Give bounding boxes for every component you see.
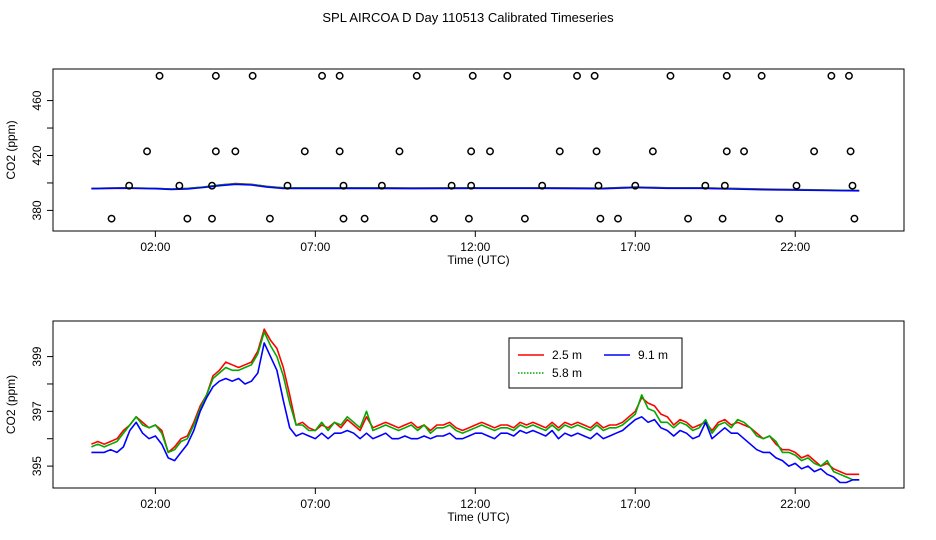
data-point bbox=[283, 181, 292, 190]
data-point bbox=[335, 147, 344, 156]
data-point bbox=[846, 147, 855, 156]
bottom-panel: 02:00 07:00 12:00 17:00 22:00 395 397 399 Time (… bbox=[4, 320, 905, 524]
data-point bbox=[684, 214, 693, 223]
legend-label: 9.1 m bbox=[638, 348, 668, 362]
data-point bbox=[339, 181, 348, 190]
data-point bbox=[538, 181, 547, 190]
x-tick-label: 22:00 bbox=[780, 240, 810, 254]
data-point bbox=[377, 181, 386, 190]
data-point bbox=[520, 214, 529, 223]
data-point bbox=[740, 147, 748, 156]
data-point bbox=[107, 214, 116, 223]
x-tick-label: 07:00 bbox=[300, 240, 330, 254]
data-point bbox=[467, 181, 476, 190]
data-point bbox=[175, 181, 184, 190]
y-tick-label: 397 bbox=[30, 401, 44, 421]
x-axis-label: Time (UTC) bbox=[447, 510, 509, 524]
data-point bbox=[412, 71, 421, 80]
series-line-9-1-m bbox=[91, 342, 860, 484]
data-point bbox=[125, 181, 134, 190]
x-axis-label: Time (UTC) bbox=[447, 253, 509, 267]
data-point bbox=[792, 181, 801, 190]
plot-area bbox=[91, 328, 860, 484]
y-tick-label: 395 bbox=[30, 456, 44, 476]
legend-box bbox=[508, 337, 683, 389]
data-point bbox=[594, 181, 603, 190]
plot-area bbox=[91, 71, 860, 223]
series-line-5-8-m bbox=[91, 331, 860, 481]
data-point bbox=[265, 214, 274, 223]
top-panel: 02:00 07:00 12:00 17:00 22:00 380 420 460 Time (… bbox=[4, 68, 905, 267]
x-tick-label: 12:00 bbox=[460, 497, 490, 511]
data-point bbox=[208, 181, 216, 190]
data-point bbox=[143, 147, 152, 156]
data-point bbox=[248, 71, 257, 80]
data-point bbox=[848, 181, 857, 190]
data-point bbox=[430, 214, 438, 223]
data-point bbox=[701, 181, 710, 190]
plot-frame bbox=[52, 320, 905, 489]
data-point bbox=[810, 147, 819, 156]
y-axis-label: CO2 (ppm) bbox=[4, 120, 18, 179]
data-point bbox=[155, 71, 164, 80]
x-tick-label: 02:00 bbox=[140, 240, 170, 254]
data-point bbox=[503, 71, 512, 80]
data-point bbox=[335, 71, 344, 80]
data-point bbox=[300, 147, 309, 156]
data-point bbox=[775, 214, 784, 223]
data-point bbox=[592, 147, 601, 156]
data-point bbox=[211, 147, 220, 156]
data-point bbox=[467, 147, 476, 156]
data-point bbox=[718, 214, 727, 223]
data-point bbox=[850, 214, 859, 223]
x-tick-label: 07:00 bbox=[300, 497, 330, 511]
data-point bbox=[468, 71, 477, 80]
data-point bbox=[339, 214, 348, 223]
y-tick-label: 380 bbox=[30, 200, 44, 220]
legend-label: 2.5 m bbox=[552, 348, 582, 362]
x-tick-label: 22:00 bbox=[780, 497, 810, 511]
data-point bbox=[231, 147, 240, 156]
data-point bbox=[555, 147, 564, 156]
x-tick-label: 02:00 bbox=[140, 497, 170, 511]
data-point bbox=[447, 181, 456, 190]
plot-frame bbox=[52, 68, 905, 232]
data-point bbox=[845, 71, 853, 80]
data-point bbox=[360, 214, 369, 223]
data-point bbox=[596, 214, 605, 223]
chart-title: SPL AIRCOA D Day 110513 Calibrated Times… bbox=[322, 10, 614, 25]
data-point bbox=[827, 71, 836, 80]
data-point bbox=[757, 71, 766, 80]
data-point bbox=[573, 71, 581, 80]
data-point bbox=[464, 214, 473, 223]
data-point bbox=[395, 147, 404, 156]
y-tick-label: 399 bbox=[30, 346, 44, 366]
series-line-2-5-m bbox=[91, 328, 860, 476]
y-tick-label: 460 bbox=[30, 90, 44, 110]
data-point bbox=[720, 181, 729, 190]
data-point bbox=[208, 214, 216, 223]
data-point bbox=[631, 181, 640, 190]
data-point bbox=[318, 71, 327, 80]
data-point bbox=[722, 147, 731, 156]
x-tick-label: 17:00 bbox=[620, 240, 650, 254]
data-point bbox=[666, 71, 675, 80]
legend-label: 5.8 m bbox=[552, 366, 582, 380]
data-point bbox=[211, 71, 220, 80]
legend: 2.5 m 5.8 m 9.1 m bbox=[508, 337, 683, 389]
data-point bbox=[486, 147, 494, 156]
y-axis-label: CO2 (ppm) bbox=[4, 375, 18, 434]
y-tick-label: 420 bbox=[30, 145, 44, 165]
data-point bbox=[648, 147, 657, 156]
data-point bbox=[183, 214, 192, 223]
data-point bbox=[614, 214, 622, 223]
data-point bbox=[590, 71, 599, 80]
x-tick-label: 17:00 bbox=[620, 497, 650, 511]
series-line-9-1-m bbox=[91, 183, 860, 192]
data-point bbox=[722, 71, 731, 80]
x-tick-label: 12:00 bbox=[460, 240, 490, 254]
